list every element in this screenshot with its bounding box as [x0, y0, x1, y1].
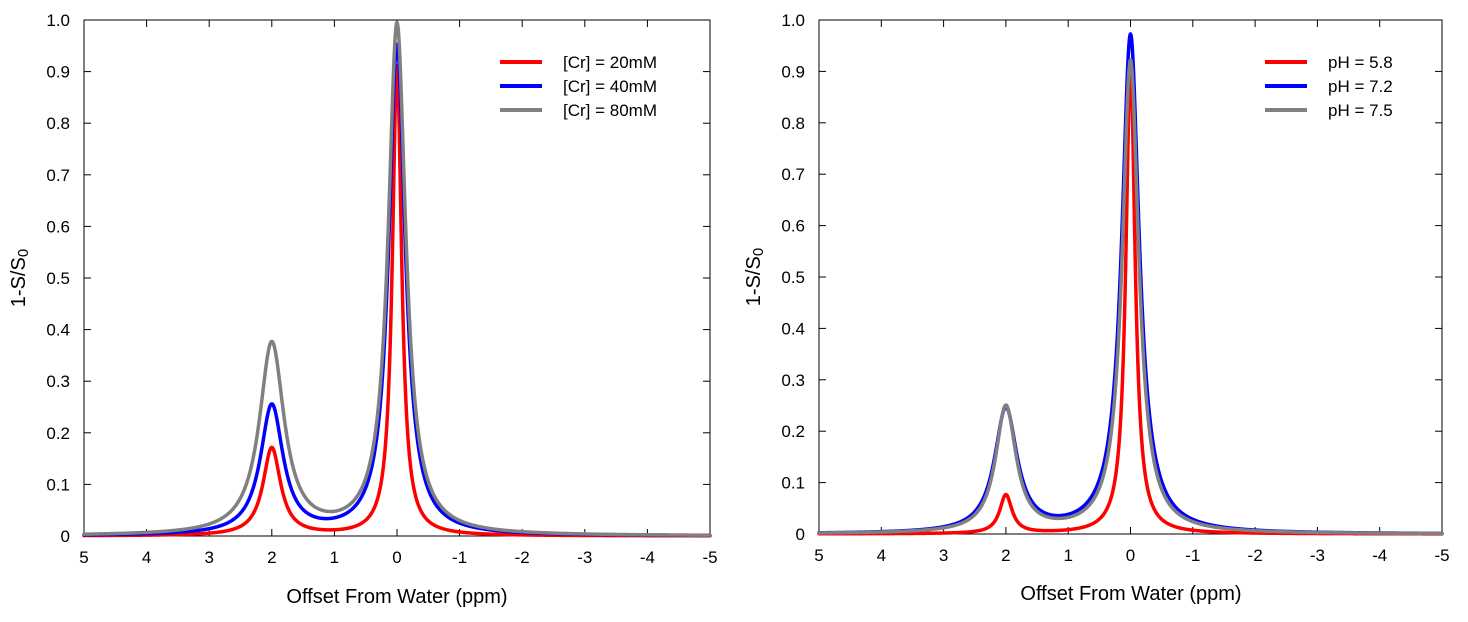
x-tick-label: 3 — [939, 546, 948, 565]
x-tick-label: -4 — [640, 548, 655, 567]
x-tick-label: 2 — [267, 548, 276, 567]
legend-label: [Cr] = 80mM — [563, 101, 657, 120]
y-axis: 0 0.1 0.2 0.3 0.4 0.5 0.6 0.7 0.8 0.9 1.0 — [781, 11, 1442, 544]
x-tick-label: 1 — [330, 548, 339, 567]
series-line-3 — [817, 58, 1444, 536]
y-tick-label: 0.6 — [781, 217, 805, 236]
y-axis-title: 1-S/S0 — [8, 249, 32, 307]
legend-label: [Cr] = 20mM — [563, 53, 657, 72]
y-tick-label: 0.4 — [781, 319, 805, 338]
x-tick-label: -2 — [515, 548, 530, 567]
series-curves — [817, 32, 1444, 536]
x-tick-label: 4 — [877, 546, 886, 565]
x-tick-label: 0 — [1126, 546, 1135, 565]
y-tick-label: 0.8 — [46, 114, 70, 133]
chart-ph: 0 0.1 0.2 0.3 0.4 0.5 0.6 0.7 0.8 0.9 1.0 5 4 3 2 1 0 -1… — [743, 11, 1450, 605]
x-tick-label: 5 — [814, 546, 823, 565]
series-line-3 — [82, 20, 712, 537]
series-line-1 — [82, 64, 712, 538]
x-axis: 5 4 3 2 1 0 -1 -2 -3 -4 -5 — [79, 20, 718, 567]
x-tick-label: 0 — [392, 548, 401, 567]
legend: [Cr] = 20mM [Cr] = 40mM [Cr] = 80mM — [500, 53, 657, 120]
x-tick-label: -4 — [1372, 546, 1387, 565]
x-axis-title: Offset From Water (ppm) — [1020, 583, 1241, 605]
series-curves — [82, 20, 712, 538]
legend-label: pH = 5.8 — [1328, 53, 1393, 72]
y-tick-label: 0.9 — [46, 63, 70, 82]
x-tick-label: -2 — [1248, 546, 1263, 565]
x-tick-label: 1 — [1063, 546, 1072, 565]
y-tick-label: 0 — [61, 527, 70, 546]
y-tick-label: 0.7 — [781, 165, 805, 184]
x-tick-label: -3 — [577, 548, 592, 567]
chart-cr-concentration: 0 0.1 0.2 0.3 0.4 0.5 0.6 0.7 0.8 0.9 1.0 5 4 3 2 1 0 -1… — [8, 11, 718, 608]
legend: pH = 5.8 pH = 7.2 pH = 7.5 — [1265, 53, 1393, 120]
y-tick-label: 0.6 — [46, 217, 70, 236]
y-tick-label: 0.5 — [46, 269, 70, 288]
legend-label: pH = 7.2 — [1328, 77, 1393, 96]
y-tick-label: 0.1 — [781, 474, 805, 493]
y-tick-label: 0.4 — [46, 321, 70, 340]
y-tick-label: 0 — [796, 525, 805, 544]
x-tick-label: 5 — [79, 548, 88, 567]
y-tick-label: 1.0 — [781, 11, 805, 30]
x-tick-label: -5 — [702, 548, 717, 567]
legend-label: [Cr] = 40mM — [563, 77, 657, 96]
y-tick-label: 0.3 — [781, 371, 805, 390]
x-axis-title: Offset From Water (ppm) — [286, 586, 507, 608]
x-tick-label: -1 — [452, 548, 467, 567]
x-tick-label: -1 — [1185, 546, 1200, 565]
series-line-1 — [817, 64, 1444, 536]
x-tick-label: -3 — [1310, 546, 1325, 565]
y-tick-label: 0.2 — [46, 424, 70, 443]
x-tick-label: 2 — [1001, 546, 1010, 565]
x-tick-label: 3 — [204, 548, 213, 567]
y-axis: 0 0.1 0.2 0.3 0.4 0.5 0.6 0.7 0.8 0.9 1.0 — [46, 11, 710, 546]
y-axis-title: 1-S/S0 — [743, 248, 767, 306]
y-tick-label: 1.0 — [46, 11, 70, 30]
x-tick-label: -5 — [1434, 546, 1449, 565]
y-tick-label: 0.3 — [46, 372, 70, 391]
y-tick-label: 0.5 — [781, 268, 805, 287]
y-tick-label: 0.1 — [46, 475, 70, 494]
y-tick-label: 0.8 — [781, 114, 805, 133]
legend-label: pH = 7.5 — [1328, 101, 1393, 120]
y-tick-label: 0.7 — [46, 166, 70, 185]
y-tick-label: 0.9 — [781, 62, 805, 81]
x-axis: 5 4 3 2 1 0 -1 -2 -3 -4 -5 — [814, 20, 1450, 565]
x-tick-label: 4 — [142, 548, 151, 567]
y-tick-label: 0.2 — [781, 422, 805, 441]
